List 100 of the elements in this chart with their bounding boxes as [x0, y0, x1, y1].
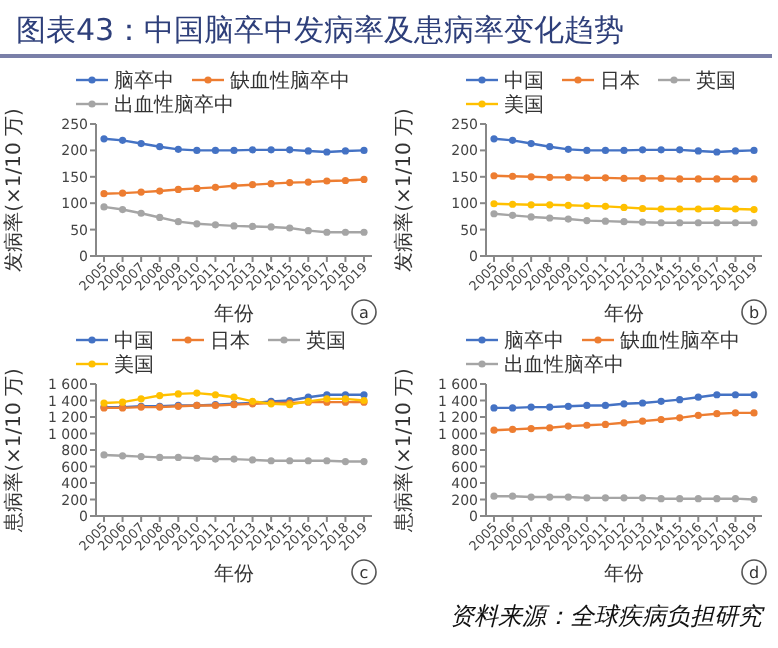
point [601, 174, 610, 182]
point [360, 175, 368, 184]
point [583, 217, 591, 225]
point [211, 221, 220, 229]
point [694, 495, 702, 503]
point [527, 424, 535, 433]
point [323, 228, 331, 236]
legend-label: 美国 [504, 93, 544, 117]
point [118, 452, 127, 460]
point [750, 219, 758, 227]
point [323, 457, 331, 465]
point [620, 218, 628, 226]
legend-label: 脑卒中 [114, 69, 174, 93]
point [341, 228, 350, 236]
point [137, 188, 145, 196]
point [638, 146, 647, 154]
point [286, 179, 294, 187]
legend-label: 日本 [210, 329, 250, 353]
point [620, 419, 628, 427]
point [360, 457, 368, 466]
legend-label: 中国 [504, 69, 544, 93]
point [601, 146, 610, 154]
point [360, 391, 368, 399]
point [694, 205, 702, 213]
point [211, 183, 220, 191]
point [676, 205, 684, 213]
point [620, 400, 628, 408]
point [508, 492, 517, 500]
point [601, 494, 610, 502]
point [193, 146, 201, 154]
text: 资料来源：全球疾病负担研究 [450, 602, 766, 630]
x-axis-title: 年份 [604, 562, 644, 586]
point [713, 391, 721, 399]
point [694, 175, 702, 183]
point [230, 393, 238, 401]
point [118, 398, 127, 406]
point [341, 457, 350, 466]
point [713, 410, 721, 418]
point [267, 146, 275, 154]
point [638, 174, 647, 182]
point [490, 210, 498, 218]
point [100, 451, 108, 459]
point [100, 203, 108, 211]
point [360, 146, 368, 154]
point [657, 415, 665, 424]
point [193, 184, 201, 193]
point [304, 178, 312, 186]
point [286, 457, 294, 465]
point [118, 136, 127, 144]
point [657, 174, 665, 182]
point [508, 136, 517, 144]
point [638, 399, 647, 407]
point [583, 146, 591, 154]
point [657, 397, 665, 405]
point [323, 177, 331, 185]
point [100, 190, 108, 198]
point [731, 219, 740, 227]
point [564, 422, 572, 430]
point [490, 492, 498, 500]
point [731, 175, 740, 183]
point [323, 148, 331, 156]
point [546, 403, 554, 411]
point [137, 453, 145, 461]
point [676, 396, 684, 404]
point [174, 185, 182, 194]
point [508, 172, 517, 180]
point [267, 457, 275, 465]
point [230, 222, 238, 230]
point [211, 146, 220, 154]
point [583, 202, 591, 210]
x-axis-title: 年份 [214, 302, 254, 326]
point [750, 391, 758, 399]
point [676, 495, 684, 503]
point [546, 173, 554, 181]
point [118, 189, 127, 197]
point [601, 420, 610, 429]
point [731, 495, 740, 503]
legend-label: 出血性脑卒中 [504, 353, 624, 377]
legend-label: 脑卒中 [504, 329, 564, 353]
point [156, 143, 164, 151]
point [620, 494, 628, 502]
point [713, 148, 721, 156]
legend-label: 出血性脑卒中 [114, 93, 234, 117]
point [713, 495, 721, 503]
point [527, 213, 535, 221]
point [583, 494, 591, 502]
point [248, 146, 257, 154]
point [304, 227, 312, 235]
x-axis-title: 年份 [604, 302, 644, 326]
point [657, 495, 665, 503]
point [731, 205, 740, 213]
point [564, 145, 572, 153]
point [713, 175, 721, 183]
point [211, 455, 220, 463]
point [527, 201, 535, 209]
point [601, 217, 610, 225]
point [248, 181, 257, 189]
text: a [359, 304, 370, 322]
point [137, 395, 145, 403]
point [341, 176, 350, 185]
